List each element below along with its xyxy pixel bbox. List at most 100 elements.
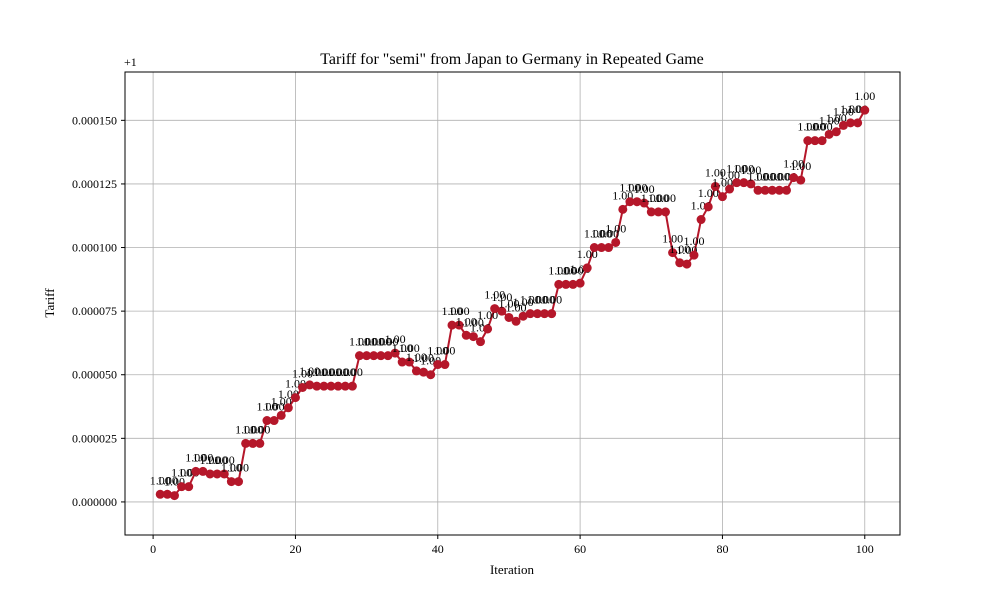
point	[518, 311, 528, 321]
point	[298, 382, 308, 392]
point	[653, 207, 663, 217]
x-tick-label: 80	[716, 542, 728, 556]
value-label: 1.00	[534, 293, 555, 307]
value-label: 1.00	[306, 365, 327, 379]
point	[710, 181, 720, 191]
point	[532, 309, 542, 319]
point	[305, 380, 315, 390]
point	[554, 279, 564, 289]
value-label: 1.00	[413, 351, 434, 365]
point	[803, 136, 813, 146]
value-label: 1.00	[349, 335, 370, 349]
value-label: 1.00	[520, 293, 541, 307]
point	[369, 351, 379, 361]
point	[604, 243, 614, 253]
point	[319, 381, 329, 391]
point	[162, 489, 172, 499]
point	[696, 215, 706, 225]
value-label: 1.00	[562, 263, 583, 277]
point	[234, 477, 244, 487]
point	[255, 438, 265, 448]
value-label: 1.00	[249, 422, 270, 436]
value-label: 1.00	[463, 316, 484, 330]
point	[198, 466, 208, 476]
y-tick-label: 0.000050	[72, 368, 117, 382]
value-label: 1.00	[292, 366, 313, 380]
value-label: 1.00	[221, 461, 242, 475]
point	[184, 482, 194, 492]
x-tick-label: 20	[289, 542, 301, 556]
point	[717, 192, 727, 202]
point	[454, 320, 464, 330]
point	[739, 178, 749, 188]
value-label: 1.00	[157, 473, 178, 487]
point	[561, 279, 571, 289]
value-label: 1.00	[619, 181, 640, 195]
point	[853, 118, 863, 128]
point	[682, 259, 692, 269]
point	[191, 466, 201, 476]
value-label: 1.00	[256, 400, 277, 414]
value-label: 1.00	[370, 335, 391, 349]
value-label: 1.00	[726, 162, 747, 176]
x-tick-label: 0	[150, 542, 156, 556]
value-label: 1.00	[555, 263, 576, 277]
point	[767, 185, 777, 195]
point	[383, 351, 393, 361]
point	[326, 381, 336, 391]
x-tick-label: 60	[574, 542, 586, 556]
value-label: 1.00	[541, 293, 562, 307]
value-label: 1.00	[192, 450, 213, 464]
value-label: 1.00	[762, 169, 783, 183]
plot-frame	[124, 71, 901, 536]
value-label: 1.00	[321, 365, 342, 379]
point	[589, 243, 599, 253]
point	[262, 416, 272, 426]
value-label: 1.00	[377, 335, 398, 349]
point	[290, 393, 300, 403]
chart-title: Tariff for "semi" from Japan to Germany …	[320, 51, 704, 68]
point	[177, 482, 187, 492]
point	[504, 312, 514, 322]
value-label: 1.00	[313, 365, 334, 379]
point	[340, 381, 350, 391]
point	[689, 250, 699, 260]
value-label: 1.00	[150, 473, 171, 487]
value-label: 1.00	[812, 120, 833, 134]
point	[226, 477, 236, 487]
value-label: 1.00	[719, 168, 740, 182]
point	[376, 351, 386, 361]
value-label: 1.00	[634, 182, 655, 196]
value-label: 1.00	[605, 221, 626, 235]
y-tick-label: 0.000000	[72, 495, 117, 509]
point	[440, 360, 450, 370]
value-label: 1.00	[449, 304, 470, 318]
value-label: 1.00	[434, 344, 455, 358]
value-label: 1.00	[783, 157, 804, 171]
value-label: 1.00	[705, 165, 726, 179]
point	[241, 438, 251, 448]
value-label: 1.00	[228, 461, 249, 475]
y-axis-label: Tariff	[42, 288, 57, 318]
point	[725, 184, 735, 194]
point	[475, 337, 485, 347]
point	[419, 367, 429, 377]
point	[411, 366, 421, 376]
value-label: 1.00	[755, 169, 776, 183]
y-tick-label: 0.000100	[72, 241, 117, 255]
value-label: 1.00	[548, 263, 569, 277]
value-label: 1.00	[235, 422, 256, 436]
point	[205, 469, 215, 479]
y-tick-label: 0.000025	[72, 431, 117, 445]
point	[810, 136, 820, 146]
point	[575, 278, 585, 288]
value-label: 1.00	[264, 400, 285, 414]
value-label: 1.00	[790, 159, 811, 173]
value-label: 1.00	[385, 332, 406, 346]
point	[169, 491, 179, 501]
point	[703, 202, 713, 212]
value-label: 1.00	[854, 89, 875, 103]
value-label: 1.00	[399, 341, 420, 355]
value-label: 1.00	[207, 453, 228, 467]
value-label: 1.00	[513, 295, 534, 309]
